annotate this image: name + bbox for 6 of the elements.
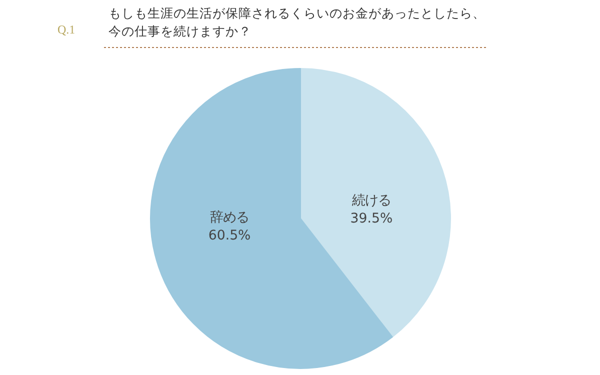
slice-label: 続ける (350, 193, 391, 208)
data-label: 60.5% (208, 228, 251, 244)
slice-label: 辞める (210, 210, 250, 226)
text: Q.1 (58, 22, 76, 36)
chart-title: もしも生涯の生活が保障されるくらいのお金があったとしたら、今の仕事を続けますか？ (108, 5, 486, 38)
data-label: 39.5% (350, 211, 393, 226)
